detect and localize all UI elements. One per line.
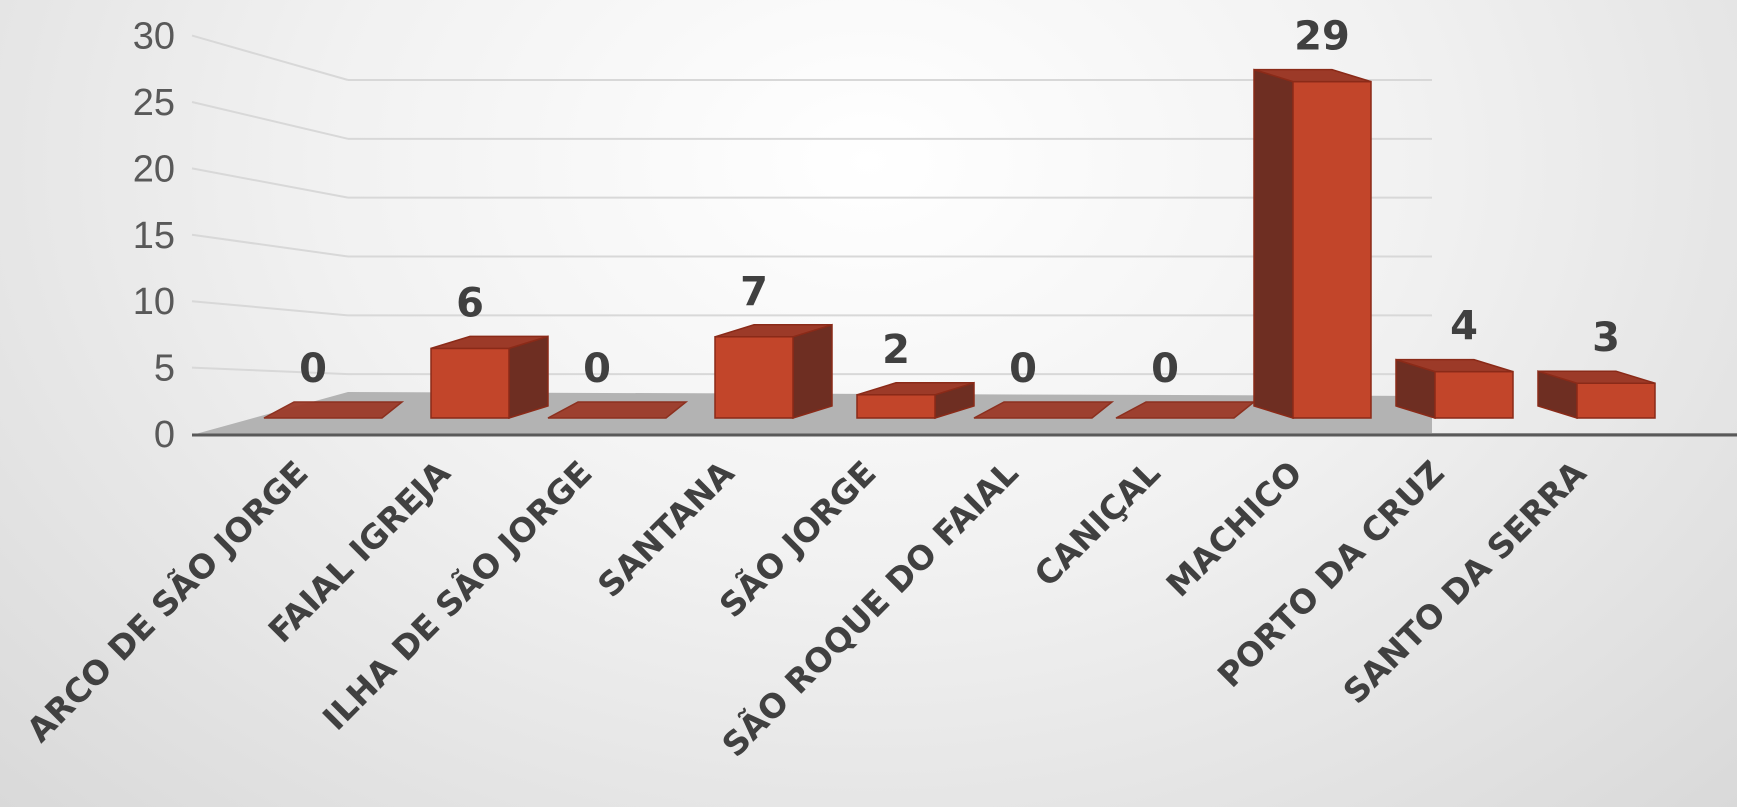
y-tick-label: 5 (154, 348, 175, 390)
data-label: 6 (456, 280, 484, 326)
bar-front (714, 336, 794, 419)
data-label: 0 (299, 346, 327, 392)
y-tick-label: 15 (133, 215, 175, 257)
bar (1537, 370, 1656, 420)
y-tick-label: 25 (133, 82, 175, 124)
bar-side (508, 335, 549, 420)
bar (1395, 358, 1514, 420)
gridline-side (191, 101, 349, 140)
bar-front (1292, 80, 1372, 419)
data-label: 7 (740, 269, 768, 315)
bars (263, 68, 1656, 420)
x-tick-label: SANTO DA SERRA (1336, 453, 1594, 711)
y-tick-label: 20 (133, 148, 175, 190)
data-labels: 0 6 0 7 2 0 0 29 4 3 (299, 14, 1620, 392)
bar-side (1253, 68, 1294, 420)
y-axis-ticks: 0 5 10 15 20 25 30 (133, 16, 175, 456)
gridline-side (191, 366, 349, 376)
bar-top (1253, 68, 1372, 83)
bar-side (792, 323, 833, 420)
data-label: 3 (1592, 315, 1620, 361)
data-label: 0 (583, 346, 611, 392)
data-label: 0 (1151, 346, 1179, 392)
bar-front (1576, 382, 1656, 419)
x-tick-label: MACHICO (1159, 453, 1310, 604)
gridline-side (191, 300, 349, 317)
bar-front (430, 347, 510, 419)
bar-top (714, 324, 833, 338)
data-label: 2 (882, 327, 910, 373)
data-label: 29 (1294, 14, 1350, 60)
bar-front (1434, 370, 1514, 419)
data-label: 4 (1450, 304, 1478, 350)
y-tick-label: 0 (154, 414, 175, 456)
bar (973, 401, 1115, 419)
bar (547, 401, 689, 419)
gridline-side (191, 167, 349, 199)
bar (430, 335, 549, 420)
bar-front (856, 394, 936, 419)
bar-top (1395, 358, 1514, 373)
x-tick-label: ILHA DE SÃO JORGE (314, 452, 599, 737)
bar (263, 401, 405, 419)
bar-top (430, 335, 549, 350)
x-tick-label: CANIÇAL (1027, 453, 1168, 594)
bar (856, 381, 975, 420)
bar (1253, 68, 1372, 420)
y-tick-label: 30 (133, 16, 175, 58)
x-tick-label: SÃO ROQUE DO FAIAL (714, 452, 1026, 764)
bar (714, 323, 833, 420)
x-tick-label: ARCO DE SÃO JORGE (18, 452, 315, 749)
x-tick-label: SANTANA (590, 453, 742, 605)
y-tick-label: 10 (133, 281, 175, 323)
bar-top (1537, 370, 1656, 384)
gridline-side (191, 34, 349, 81)
data-label: 0 (1009, 346, 1037, 392)
bar-top (856, 382, 975, 396)
gridline-side (191, 233, 349, 258)
gridlines (191, 34, 1432, 376)
